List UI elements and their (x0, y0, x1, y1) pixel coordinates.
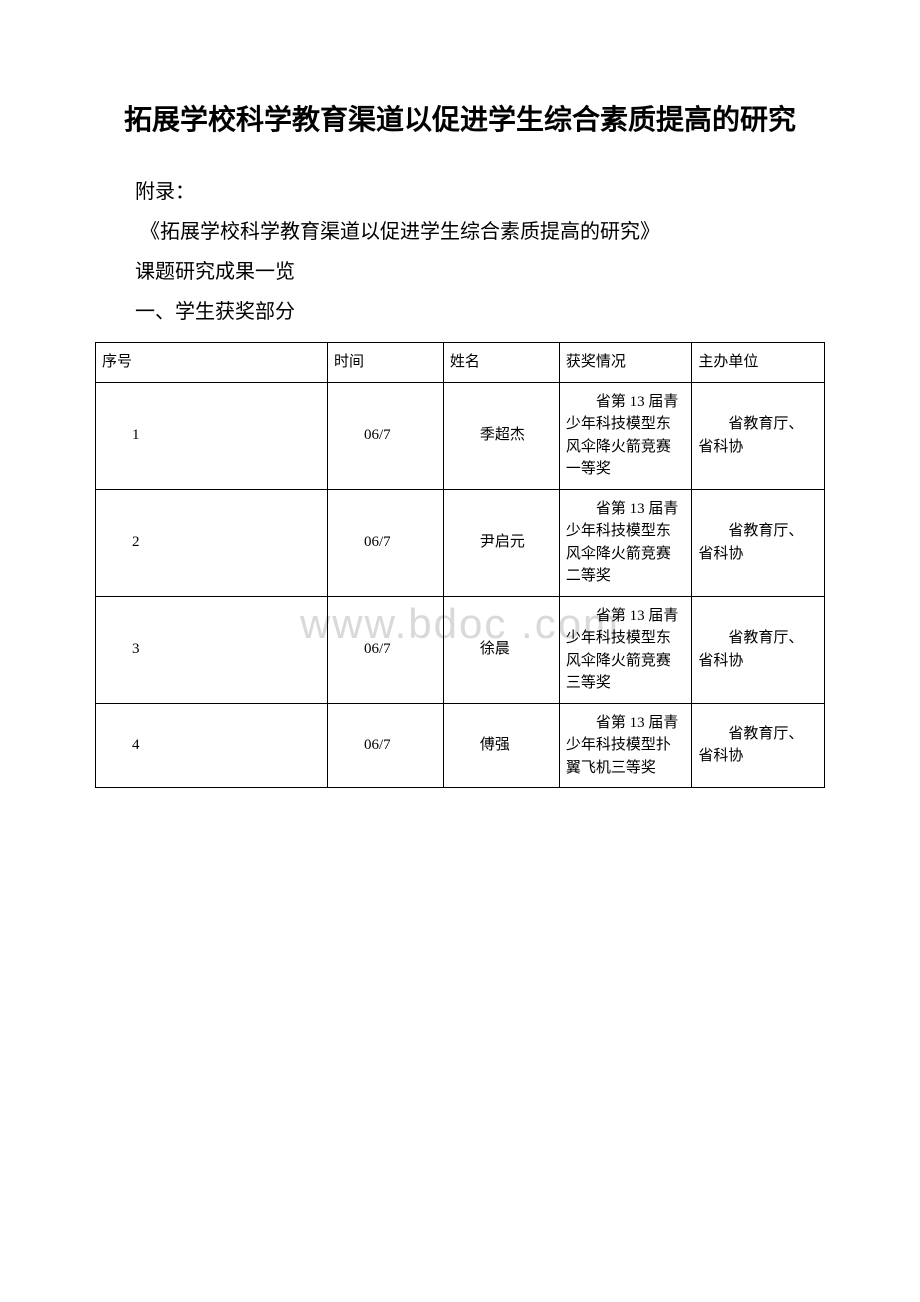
table-row: 4 06/7 傅强 省第 13 届青少年科技模型扑翼飞机三等奖 省教育厅、省科协 (96, 703, 825, 788)
cell-award: 省第 13 届青少年科技模型东风伞降火箭竞赛一等奖 (559, 382, 692, 489)
cell-time: 06/7 (327, 489, 443, 596)
appendix-label: 附录： (95, 172, 825, 212)
cell-org: 省教育厅、省科协 (692, 382, 825, 489)
cell-award: 省第 13 届青少年科技模型扑翼飞机三等奖 (559, 703, 692, 788)
cell-seq: 1 (96, 382, 328, 489)
cell-seq: 2 (96, 489, 328, 596)
cell-name: 季超杰 (443, 382, 559, 489)
table-row: 2 06/7 尹启元 省第 13 届青少年科技模型东风伞降火箭竞赛二等奖 省教育… (96, 489, 825, 596)
cell-time: 06/7 (327, 382, 443, 489)
cell-name: 傅强 (443, 703, 559, 788)
cell-name: 尹启元 (443, 489, 559, 596)
table-row: 3 06/7 徐晨 省第 13 届青少年科技模型东风伞降火箭竞赛三等奖 省教育厅… (96, 596, 825, 703)
table-header-row: 序号 时间 姓名 获奖情况 主办单位 (96, 343, 825, 383)
cell-award: 省第 13 届青少年科技模型东风伞降火箭竞赛二等奖 (559, 489, 692, 596)
cell-seq: 4 (96, 703, 328, 788)
header-seq: 序号 (96, 343, 328, 383)
header-award: 获奖情况 (559, 343, 692, 383)
section-title: 一、学生获奖部分 (95, 292, 825, 332)
cell-org: 省教育厅、省科协 (692, 596, 825, 703)
cell-seq: 3 (96, 596, 328, 703)
table-row: 1 06/7 季超杰 省第 13 届青少年科技模型东风伞降火箭竞赛一等奖 省教育… (96, 382, 825, 489)
cell-org: 省教育厅、省科协 (692, 703, 825, 788)
header-name: 姓名 (443, 343, 559, 383)
header-org: 主办单位 (692, 343, 825, 383)
document-content: 拓展学校科学教育渠道以促进学生综合素质提高的研究 附录： 《拓展学校科学教育渠道… (95, 100, 825, 788)
cell-award: 省第 13 届青少年科技模型东风伞降火箭竞赛三等奖 (559, 596, 692, 703)
research-subtitle: 课题研究成果一览 (95, 252, 825, 292)
document-title: 拓展学校科学教育渠道以促进学生综合素质提高的研究 (95, 100, 825, 142)
cell-name: 徐晨 (443, 596, 559, 703)
cell-time: 06/7 (327, 703, 443, 788)
cell-time: 06/7 (327, 596, 443, 703)
header-time: 时间 (327, 343, 443, 383)
cell-org: 省教育厅、省科协 (692, 489, 825, 596)
awards-table: 序号 时间 姓名 获奖情况 主办单位 1 06/7 季超杰 省第 13 届青少年… (95, 342, 825, 788)
research-name: 《拓展学校科学教育渠道以促进学生综合素质提高的研究》 (95, 212, 825, 252)
